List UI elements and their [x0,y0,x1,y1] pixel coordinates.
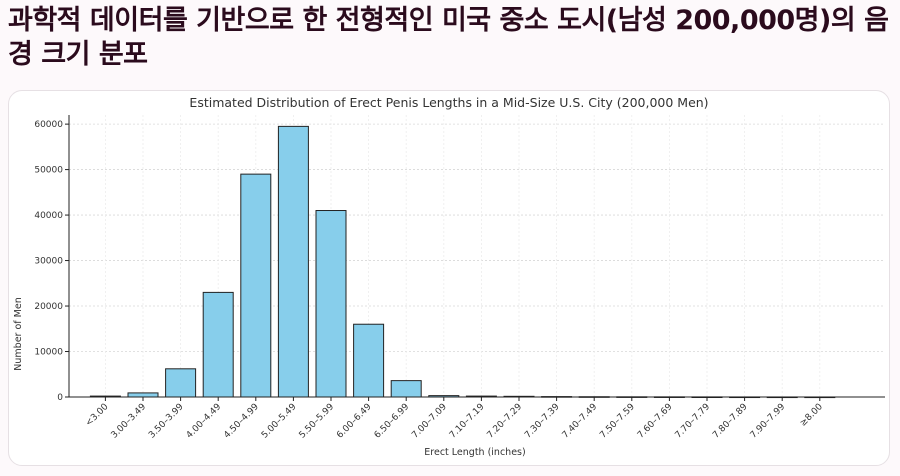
y-tick-label: 40000 [34,211,63,221]
x-tick-label: 7.00–7.09 [410,402,449,441]
bar [165,368,197,398]
y-tick-label: 50000 [34,166,63,176]
x-axis-label: Erect Length (inches) [424,447,525,458]
bar [127,392,159,398]
x-tick-label: 4.50–4.99 [222,402,261,441]
x-tick-label: 3.50–3.99 [147,402,186,441]
bar [277,125,309,398]
bar [390,380,422,398]
x-tick-label: 7.10–7.19 [448,402,487,441]
y-axis-label: Number of Men [13,297,24,370]
x-tick-label: 6.50–6.99 [373,402,412,441]
grid-lines [69,115,885,398]
x-axis-ticks: <3.00 3.00–3.49 3.50–3.99 4.00–4.49 4.50–4.9… [84,397,825,441]
x-tick-label: 7.70–7.79 [674,402,713,441]
x-tick-label: <3.00 [84,402,111,429]
x-tick-label: 5.00–5.49 [260,402,299,441]
x-tick-label: 4.00–4.49 [185,402,224,441]
x-tick-label: 7.80–7.89 [711,402,750,441]
bar-chart: Estimated Distribution of Erect Penis Le… [13,95,885,458]
y-tick-label: 10000 [34,348,63,358]
y-axis-ticks: 0 10000 20000 30000 40000 50000 60000 [34,120,69,403]
x-tick-label: 7.30–7.39 [523,402,562,441]
x-tick-label: 5.50–5.99 [298,402,337,441]
bar [315,210,347,398]
x-tick-label: 7.90–7.99 [749,402,788,441]
x-tick-label: 7.50–7.59 [598,402,637,441]
x-tick-label: 7.20–7.29 [486,402,525,441]
page-title: 과학적 데이터를 기반으로 한 전형적인 미국 중소 도시(남성 200,000… [8,5,889,70]
chart-card: Estimated Distribution of Erect Penis Le… [8,90,890,466]
y-tick-label: 60000 [34,120,63,130]
bar [353,323,385,398]
y-tick-label: 30000 [34,257,63,267]
chart-title: Estimated Distribution of Erect Penis Le… [189,95,708,110]
x-tick-label: ≥8.00 [798,402,825,429]
y-tick-label: 0 [57,393,63,403]
y-tick-label: 20000 [34,302,63,312]
x-tick-label: 7.60–7.69 [636,402,675,441]
x-tick-label: 3.00–3.49 [110,402,149,441]
x-tick-label: 6.00–6.49 [335,402,374,441]
bars [89,125,836,399]
bar [202,291,234,398]
x-tick-label: 7.40–7.49 [561,402,600,441]
bar [240,173,272,398]
